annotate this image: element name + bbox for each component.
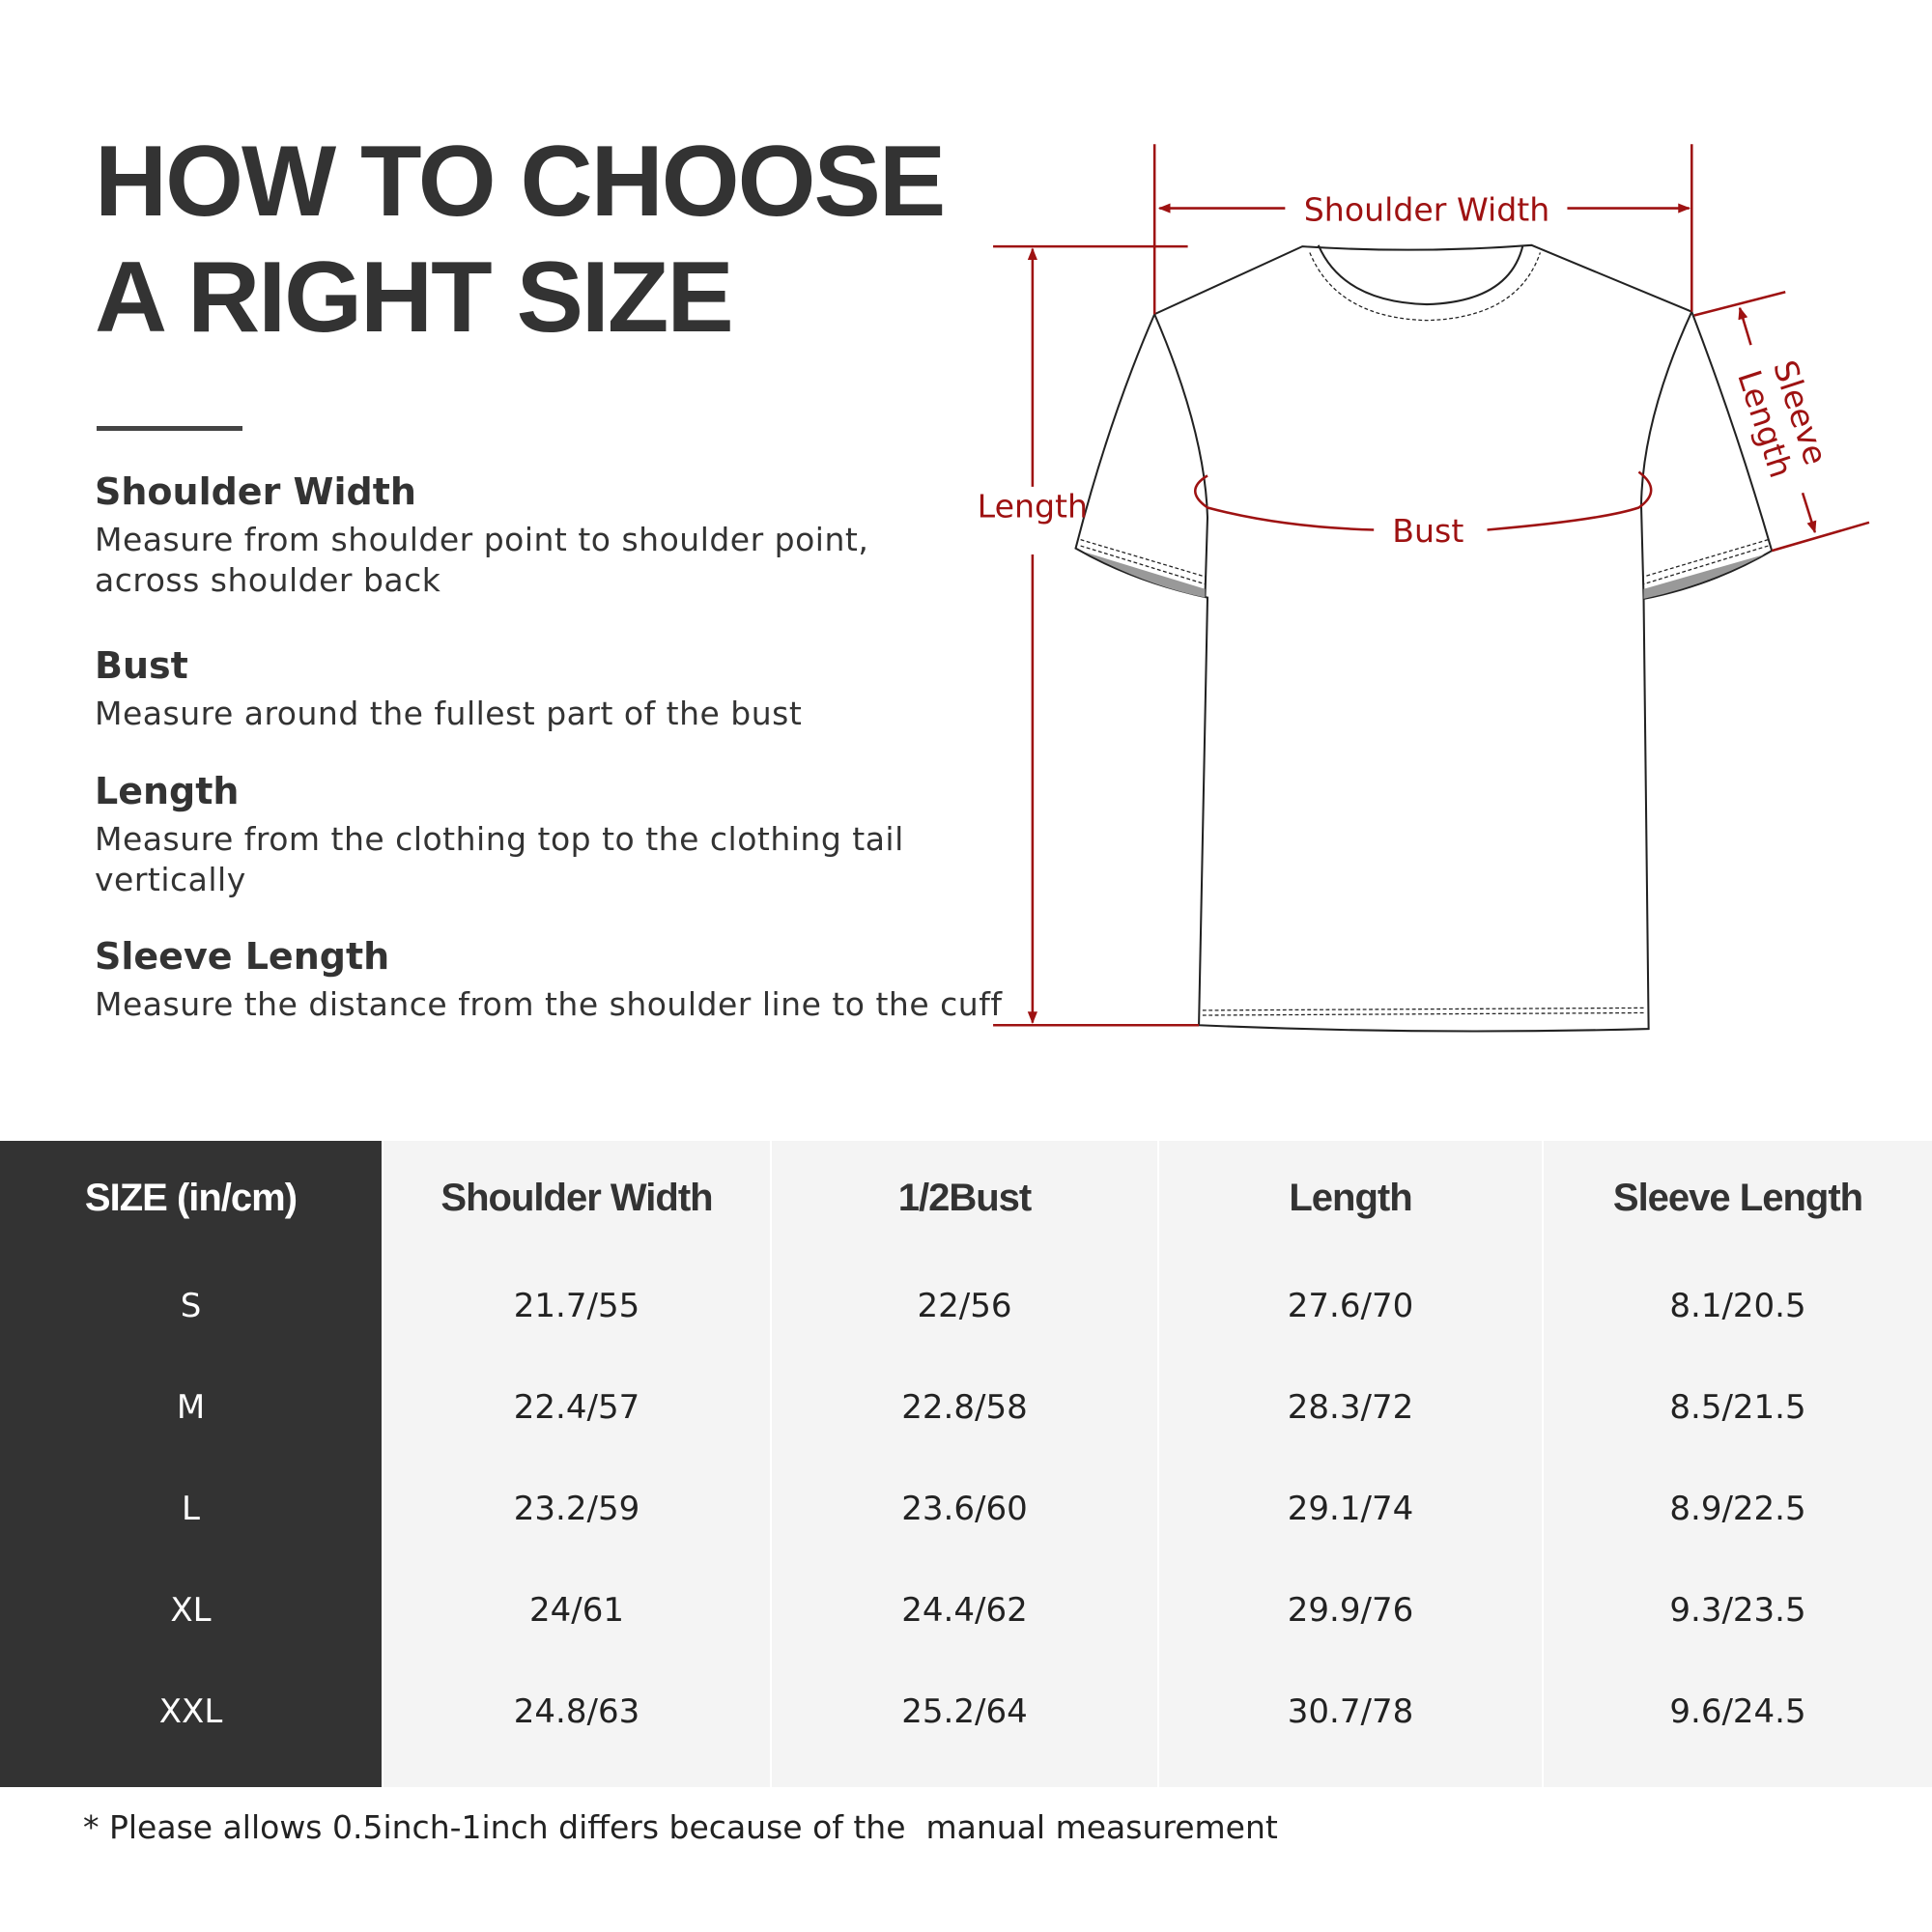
guide-bust: Bust Measure around the fullest part of … (95, 643, 964, 734)
table-cell: 22.4/57 (513, 1387, 640, 1427)
guide-sleeve-length: Sleeve Length Measure the distance from … (95, 934, 1061, 1025)
guide-heading: Sleeve Length (95, 935, 390, 978)
size-cell: L (182, 1489, 200, 1528)
table-cell: 29.9/76 (1287, 1590, 1414, 1630)
size-column: SIZE (in/cm) S M L XL XXL (0, 1141, 382, 1787)
table-cell: 23.6/60 (901, 1489, 1028, 1528)
header-half-bust: 1/2Bust (897, 1176, 1033, 1219)
table-cell: 29.1/74 (1287, 1489, 1414, 1528)
shoulder-width-label: Shoulder Width (1304, 190, 1550, 228)
table-cell: 22/56 (917, 1286, 1012, 1325)
table-cell: 24.8/63 (513, 1691, 640, 1731)
guide-desc: Measure from shoulder point to shoulder … (95, 521, 869, 599)
title-line-2: A RIGHT SIZE (95, 242, 734, 354)
guide-heading: Shoulder Width (95, 470, 416, 513)
size-cell: XL (170, 1590, 212, 1630)
size-cell: S (180, 1286, 202, 1325)
header-sleeve-length: Sleeve Length (1612, 1176, 1863, 1219)
bust-label: Bust (1392, 512, 1463, 550)
table-cell: 9.3/23.5 (1669, 1590, 1806, 1630)
header-shoulder-width: Shoulder Width (440, 1176, 713, 1219)
guide-desc: Measure from the clothing top to the clo… (95, 820, 904, 898)
table-cell: 25.2/64 (901, 1691, 1028, 1731)
shoulder-width-column: Shoulder Width 21.7/55 22.4/57 23.2/59 2… (384, 1141, 770, 1787)
divider (97, 426, 242, 431)
table-cell: 23.2/59 (513, 1489, 640, 1528)
guide-desc: Measure around the fullest part of the b… (95, 695, 803, 732)
header-size: SIZE (in/cm) (84, 1176, 298, 1219)
t-shirt-icon (1074, 243, 1774, 1033)
size-cell: XXL (158, 1691, 223, 1731)
page-title: HOW TO CHOOSE A RIGHT SIZE (95, 124, 946, 355)
table-cell: 28.3/72 (1287, 1387, 1414, 1427)
sleeve-length-column: Sleeve Length 8.1/20.5 8.5/21.5 8.9/22.5… (1544, 1141, 1932, 1787)
table-cell: 8.1/20.5 (1669, 1286, 1806, 1325)
guide-heading: Length (95, 770, 240, 812)
length-label: Length (978, 488, 1088, 526)
guide-heading: Bust (95, 644, 188, 687)
table-cell: 21.7/55 (513, 1286, 640, 1325)
table-cell: 22.8/58 (901, 1387, 1028, 1427)
measurement-lines (993, 144, 1870, 1027)
footnote: * Please allows 0.5inch-1inch differs be… (83, 1808, 1278, 1846)
table-cell: 8.5/21.5 (1669, 1387, 1806, 1427)
table-cell: 24.4/62 (901, 1590, 1028, 1630)
bust-column: 1/2Bust 22/56 22.8/58 23.6/60 24.4/62 25… (772, 1141, 1157, 1787)
table-cell: 8.9/22.5 (1669, 1489, 1806, 1528)
table-cell: 9.6/24.5 (1669, 1691, 1806, 1731)
table-cell: 24/61 (529, 1590, 624, 1630)
table-cell: 27.6/70 (1287, 1286, 1414, 1325)
guide-length: Length Measure from the clothing top to … (95, 769, 964, 900)
size-table: SIZE (in/cm) S M L XL XXL Shoulder Width… (0, 1141, 1932, 1787)
guide-shoulder-width: Shoulder Width Measure from shoulder poi… (95, 469, 964, 601)
title-line-1: HOW TO CHOOSE (95, 126, 946, 238)
guide-desc: Measure the distance from the shoulder l… (95, 985, 1003, 1023)
size-cell: M (176, 1387, 206, 1427)
length-column: Length 27.6/70 28.3/72 29.1/74 29.9/76 3… (1159, 1141, 1542, 1787)
table-cell: 30.7/78 (1287, 1691, 1414, 1731)
header-length: Length (1289, 1176, 1412, 1219)
